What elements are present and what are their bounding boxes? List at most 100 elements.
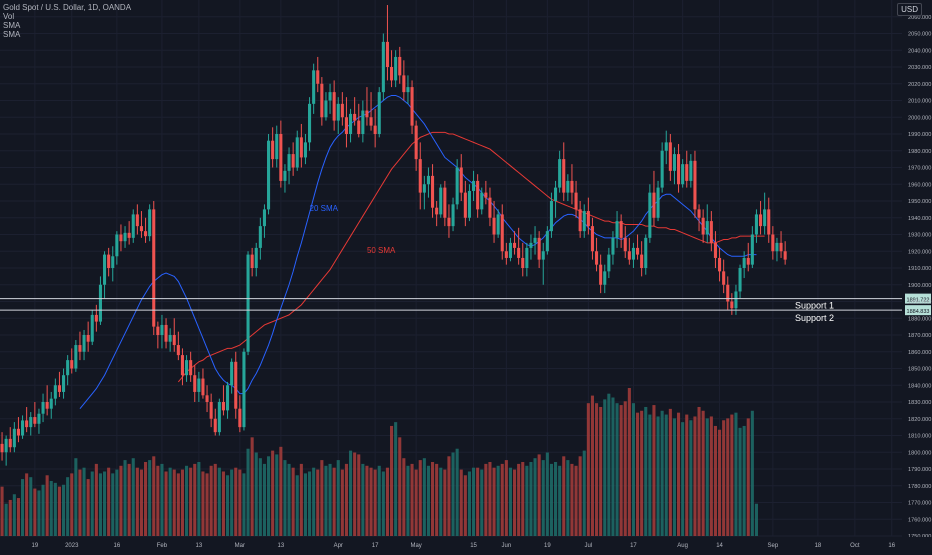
candle-body [718, 257, 722, 272]
candle [775, 237, 779, 262]
candle [135, 204, 139, 235]
candle-body [722, 271, 726, 285]
candle [131, 209, 135, 243]
volume-bar [4, 503, 8, 536]
candle [644, 234, 648, 275]
candle [627, 237, 631, 265]
candle-body [340, 103, 344, 118]
candle [533, 226, 537, 255]
price-tick-label: 1880.000 [908, 316, 931, 322]
volume-bar [443, 469, 447, 536]
candle [197, 371, 201, 402]
candle [332, 80, 336, 131]
volume-bar [254, 452, 258, 536]
volume-bar [353, 452, 357, 536]
candle [139, 211, 143, 238]
volume-bar [390, 425, 394, 536]
candle [500, 204, 504, 260]
candle [672, 147, 676, 185]
candle-body [312, 70, 316, 104]
price-axis[interactable]: 1891.7221884.8331750.0001760.0001770.000… [902, 0, 932, 550]
volume-bar [291, 467, 295, 536]
volume-bar [66, 477, 70, 536]
time-axis[interactable]: 19 2023 16 Feb 13 Mar 13 Apr 17 May 15 Jun 19 Jul 17 Au… [0, 537, 932, 550]
candle [463, 180, 467, 227]
indicator-volume[interactable]: Vol [3, 12, 15, 21]
volume-bar [525, 465, 529, 536]
volume-bar [656, 416, 660, 536]
candle [529, 234, 533, 260]
price-tick-label: 2020.000 [908, 82, 931, 88]
volume-bar [578, 456, 582, 536]
candle-body [197, 378, 201, 392]
candle [242, 348, 246, 431]
price-tick-label: 1930.000 [908, 233, 931, 239]
volume-bar [312, 467, 316, 536]
volume-bar [148, 460, 152, 536]
candle-body [12, 428, 16, 448]
volume-bar [488, 462, 492, 536]
volume-bar [369, 467, 373, 536]
candle [521, 242, 525, 277]
candle-body [545, 231, 549, 252]
candle [570, 164, 574, 205]
currency-button[interactable]: USD [897, 3, 922, 16]
candle [8, 427, 12, 453]
price-tick-label: 1960.000 [908, 182, 931, 188]
price-tick-label: 2000.000 [908, 115, 931, 121]
candle [763, 192, 767, 235]
candle [582, 204, 586, 238]
candle [513, 231, 517, 255]
candle [41, 393, 45, 423]
candle [217, 398, 221, 436]
candle [599, 254, 603, 294]
volume-bar [78, 469, 82, 536]
candle-body [689, 160, 693, 181]
candle [176, 331, 180, 361]
volume-bar [549, 463, 553, 536]
volume-bar [394, 422, 398, 536]
candle-body [8, 438, 12, 448]
price-tick-label: 2040.000 [908, 48, 931, 54]
candle [107, 247, 111, 277]
volume-bar [16, 498, 20, 536]
volume-bar [82, 467, 86, 536]
price-tick-label: 1780.000 [908, 484, 931, 490]
candle [234, 351, 238, 419]
candle [94, 304, 98, 332]
volume-bar [672, 418, 676, 536]
candle-body [472, 180, 476, 191]
time-tick-label: 16 [114, 543, 121, 549]
candle [90, 309, 94, 346]
volume-bar [316, 469, 320, 536]
volume-bar [303, 473, 307, 536]
candle-body [279, 134, 283, 181]
price-tick-label: 1800.000 [908, 450, 931, 456]
candle-body [402, 75, 406, 93]
candle [586, 197, 590, 235]
symbol-title[interactable]: Gold Spot / U.S. Dollar, 1D, OANDA [3, 3, 132, 12]
volume-bar [189, 467, 193, 536]
candle [258, 217, 262, 260]
indicator-sma-2[interactable]: SMA [3, 30, 21, 39]
volume-bar [135, 467, 139, 536]
volume-bar [463, 475, 467, 536]
candle-body [529, 242, 533, 248]
volume-bar [33, 488, 37, 536]
volume-bar [349, 450, 353, 536]
volume-bar [283, 460, 287, 536]
volume-bars [0, 388, 758, 536]
volume-bar [221, 471, 225, 536]
indicator-sma-1[interactable]: SMA [3, 21, 21, 30]
volume-bar [49, 480, 53, 536]
candle-body [636, 247, 640, 255]
candle [554, 180, 558, 218]
candle-body [78, 345, 82, 352]
indicator-annotations: 20 SMA 50 SMA [310, 204, 397, 255]
candle [103, 251, 107, 299]
candle [603, 264, 607, 294]
candle [754, 209, 758, 243]
price-tick-label: 1890.000 [908, 300, 931, 306]
